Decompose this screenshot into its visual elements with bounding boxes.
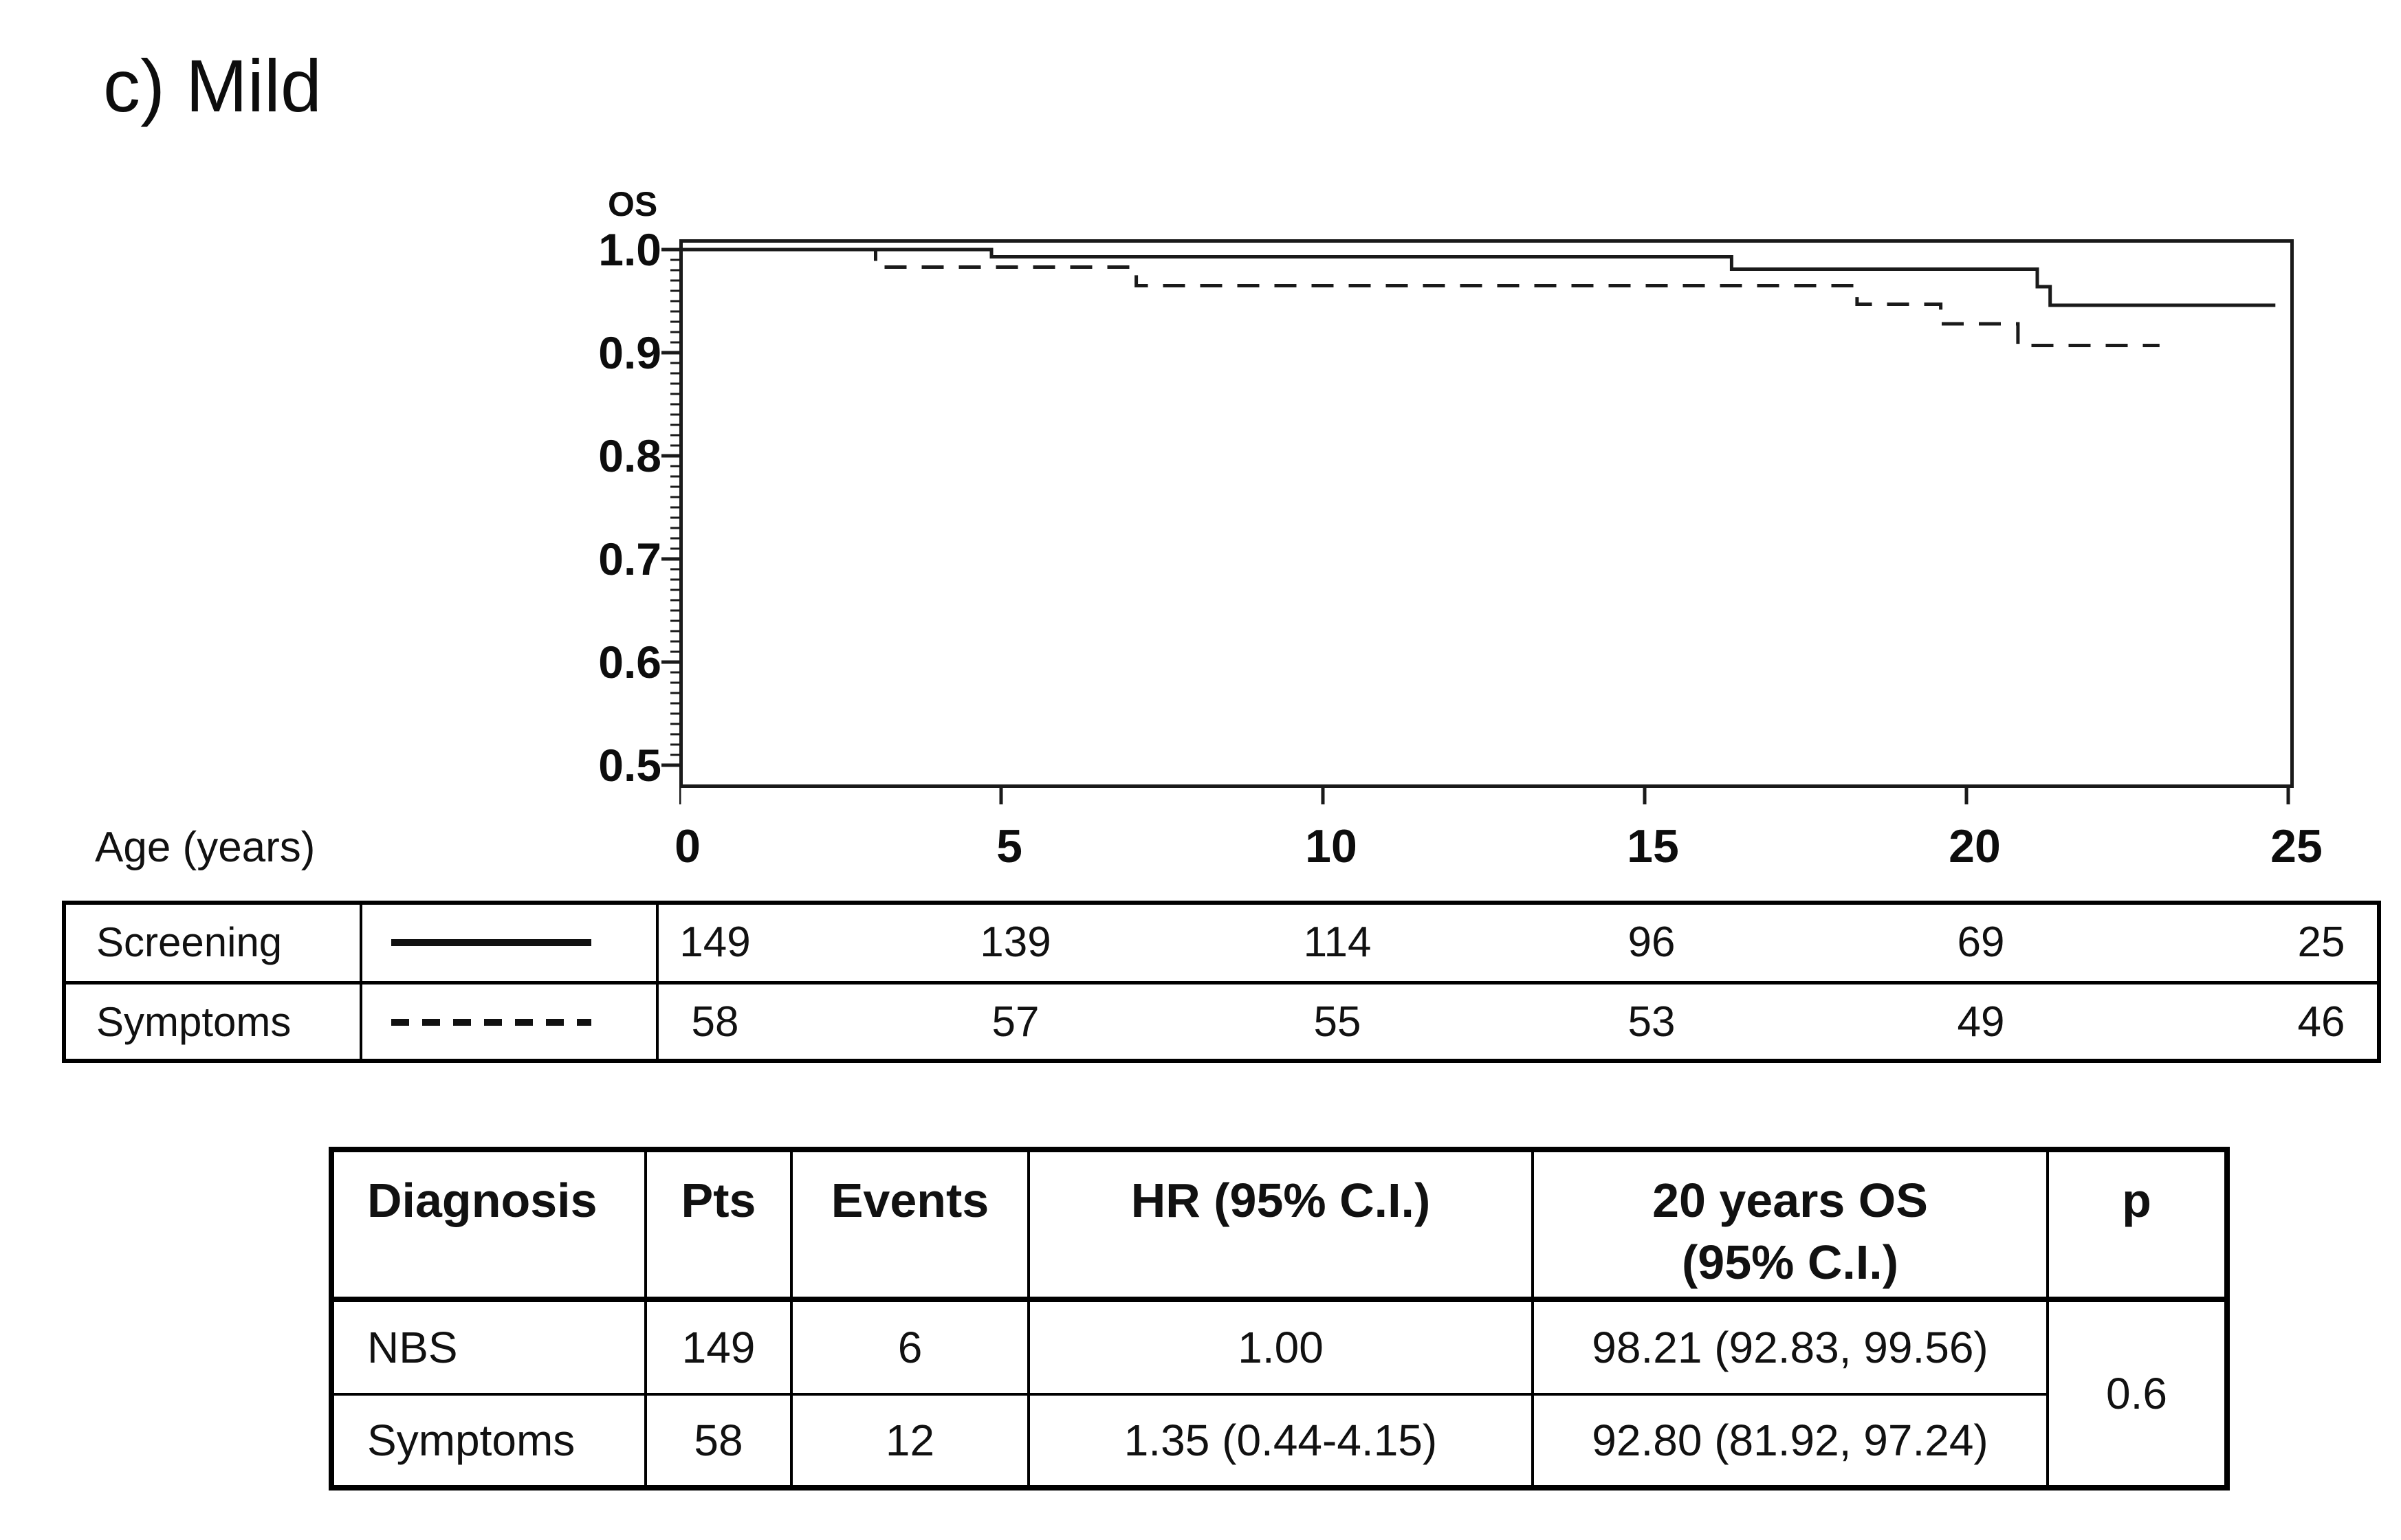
cell-pts: 149	[644, 1298, 793, 1396]
y-tick-label: 0.7	[598, 534, 661, 584]
y-axis-title: OS	[608, 185, 658, 223]
header-pts: Pts	[644, 1148, 793, 1302]
header-20y-os: 20 years OS (95% C.I.)	[1531, 1148, 2049, 1302]
header-events: Events	[790, 1148, 1030, 1302]
risk-count: 149	[679, 918, 751, 966]
table-row: Symptoms 58 12 1.35 (0.44-4.15) 92.80 (8…	[330, 1393, 2227, 1489]
cell-diagnosis: NBS	[330, 1298, 647, 1396]
risk-table: Screening Symptoms 149 139 114 96 69 25 …	[62, 901, 2381, 1063]
x-axis-title: Age (years)	[95, 824, 316, 871]
risk-count: 114	[1303, 918, 1372, 966]
km-curve-screening	[679, 248, 2276, 307]
risk-row-label-symptoms: Symptoms	[96, 999, 292, 1045]
header-hr: HR (95% C.I.)	[1027, 1148, 1534, 1302]
x-tick-label: 15	[1627, 820, 1679, 872]
summary-table: Diagnosis Pts Events HR (95% C.I.) 20 ye…	[329, 1147, 2230, 1490]
risk-count: 25	[2297, 918, 2345, 966]
risk-count: 69	[1957, 918, 2005, 966]
cell-hr: 1.35 (0.44-4.15)	[1027, 1393, 1534, 1489]
header-diagnosis: Diagnosis	[330, 1148, 647, 1302]
y-tick-label: 1.0	[598, 224, 661, 275]
solid-line-legend-swatch	[391, 939, 591, 946]
plot-border	[679, 239, 2294, 788]
panel-title: c) Mild	[103, 44, 322, 127]
risk-table-row-divider	[66, 981, 2377, 984]
risk-count: 139	[980, 918, 1051, 966]
risk-count: 49	[1957, 998, 2005, 1046]
cell-20y-os: 98.21 (92.83, 99.56)	[1531, 1298, 2049, 1396]
risk-count: 58	[691, 998, 739, 1046]
km-curve-symptoms	[679, 248, 2160, 347]
y-tick-label: 0.5	[598, 740, 661, 791]
table-row: NBS 149 6 1.00 98.21 (92.83, 99.56) 0.6	[330, 1298, 2228, 1489]
x-tick-label: 5	[996, 820, 1022, 872]
x-axis-ticks	[679, 788, 2290, 804]
cell-hr: 1.00	[1027, 1298, 1534, 1396]
header-p: p	[2046, 1148, 2228, 1302]
x-tick-label: 20	[1949, 820, 2001, 872]
y-tick-label: 0.9	[598, 327, 661, 378]
cell-events: 6	[790, 1298, 1030, 1396]
km-plot	[679, 239, 2294, 788]
y-tick-label: 0.6	[598, 637, 661, 688]
dashed-line-legend-swatch	[391, 1019, 591, 1026]
cell-events: 12	[790, 1393, 1030, 1489]
risk-count: 46	[2297, 998, 2345, 1046]
risk-count: 53	[1627, 998, 1676, 1046]
risk-count: 96	[1627, 918, 1676, 966]
x-tick-label: 0	[675, 820, 701, 872]
risk-count: 55	[1313, 998, 1361, 1046]
risk-row-label-screening: Screening	[96, 919, 283, 965]
cell-20y-os: 92.80 (81.92, 97.24)	[1531, 1393, 2049, 1489]
x-tick-label: 10	[1305, 820, 1357, 872]
cell-p-value: 0.6	[2046, 1298, 2228, 1489]
risk-count: 57	[991, 998, 1040, 1046]
cell-pts: 58	[644, 1393, 793, 1489]
x-tick-label: 25	[2270, 820, 2323, 872]
cell-diagnosis: Symptoms	[330, 1393, 647, 1489]
y-axis-ticks	[661, 248, 679, 767]
y-tick-label: 0.8	[598, 430, 661, 481]
